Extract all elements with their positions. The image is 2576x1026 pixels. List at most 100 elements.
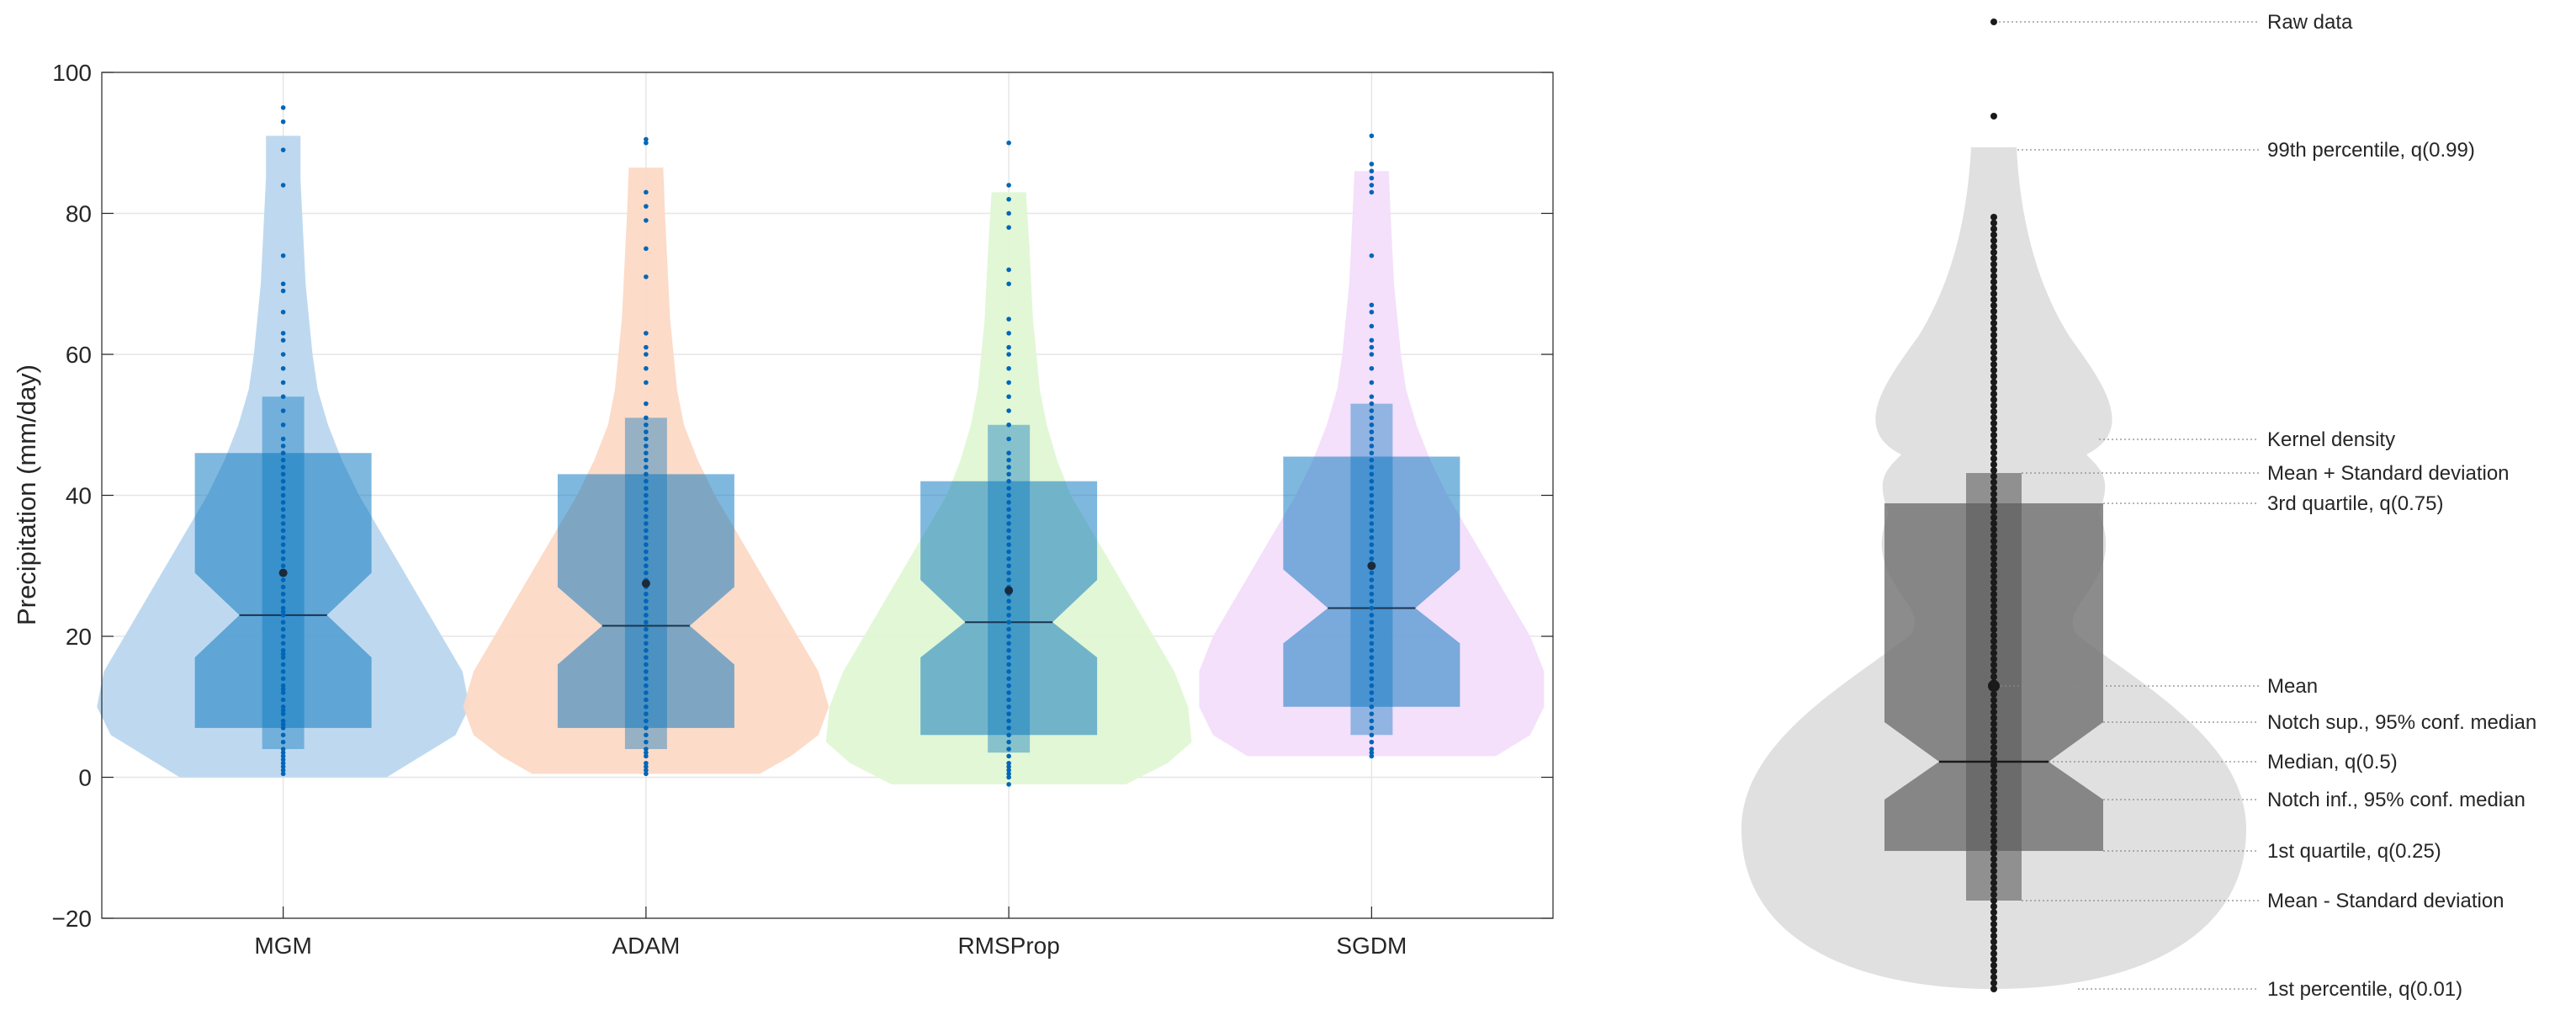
raw-data-point — [644, 429, 649, 434]
raw-data-point — [280, 605, 286, 611]
legend-raw-point — [1990, 402, 1997, 409]
legend-raw-point — [1990, 915, 1997, 922]
legend-raw-point — [1990, 214, 1997, 221]
legend-raw-point — [1990, 944, 1997, 951]
legend-raw-point — [1990, 909, 1997, 916]
legend-raw-point — [1990, 968, 1997, 975]
raw-data-point — [1006, 344, 1011, 350]
raw-data-point — [644, 768, 649, 773]
raw-data-point — [1006, 140, 1011, 146]
raw-data-point — [1369, 492, 1375, 498]
raw-data-point — [280, 718, 286, 724]
raw-data-point — [1006, 619, 1011, 625]
legend-raw-point — [1990, 891, 1997, 898]
raw-data-point — [280, 732, 286, 738]
raw-data-point — [1006, 718, 1011, 724]
violin-group-sgdm — [1199, 133, 1545, 759]
legend-raw-point — [1990, 538, 1997, 545]
legend-raw-point — [1990, 832, 1997, 839]
raw-data-point — [644, 542, 649, 547]
raw-data-point — [1369, 450, 1375, 456]
x-tick-label: ADAM — [612, 933, 680, 959]
legend-raw-point — [1990, 697, 1997, 704]
raw-data-point — [280, 753, 286, 759]
legend-raw-point — [1990, 662, 1997, 668]
legend-raw-point — [1990, 791, 1997, 798]
legend-mean-marker — [1988, 680, 2000, 692]
raw-data-point — [1369, 521, 1375, 526]
raw-data-point — [1369, 732, 1375, 738]
raw-data-point — [1006, 662, 1011, 667]
legend-raw-point — [1990, 302, 1997, 309]
raw-data-point — [1369, 478, 1375, 484]
raw-data-point — [644, 683, 649, 688]
raw-data-point — [644, 619, 649, 625]
violin-group-rmsprop — [825, 140, 1192, 787]
raw-data-point — [280, 757, 286, 763]
raw-data-point — [644, 534, 649, 540]
raw-data-point — [1369, 323, 1375, 329]
legend-raw-point — [1990, 237, 1997, 244]
raw-data-point — [280, 556, 286, 561]
legend-raw-point — [1990, 379, 1997, 385]
raw-data-point — [644, 662, 649, 667]
raw-data-point — [280, 338, 286, 343]
raw-data-point — [280, 119, 286, 125]
violins — [97, 105, 1545, 787]
legend-raw-point — [1990, 408, 1997, 415]
mean-marker — [641, 579, 650, 588]
raw-data-point — [280, 609, 286, 614]
raw-data-point — [280, 708, 286, 713]
raw-data-point — [644, 500, 649, 505]
legend-raw-point — [1990, 962, 1997, 969]
raw-data-point — [280, 549, 286, 555]
raw-data-point — [1006, 513, 1011, 519]
raw-data-point — [1369, 549, 1375, 555]
raw-data-point — [1369, 168, 1375, 174]
raw-data-point — [1006, 534, 1011, 540]
legend-raw-point — [1990, 455, 1997, 462]
raw-data-point — [1006, 422, 1011, 428]
legend-raw-point — [1990, 497, 1997, 503]
raw-data-point — [280, 634, 286, 639]
raw-data-point — [1369, 513, 1375, 519]
legend-raw-point — [1990, 231, 1997, 238]
raw-data-point — [1006, 225, 1011, 231]
legend-raw-point — [1990, 579, 1997, 586]
legend-raw-point — [1990, 332, 1997, 338]
legend-raw-point — [1990, 438, 1997, 444]
raw-data-point — [644, 513, 649, 519]
legend-raw-point — [1990, 756, 1997, 763]
raw-data-point — [280, 619, 286, 625]
raw-data-point — [1006, 655, 1011, 660]
raw-data-point — [644, 750, 649, 755]
raw-data-point — [1369, 570, 1375, 576]
raw-data-point — [644, 771, 649, 777]
legend-raw-point — [1990, 284, 1997, 291]
raw-data-point — [1369, 647, 1375, 653]
raw-data-point — [280, 676, 286, 682]
raw-data-point — [280, 613, 286, 618]
legend-label-median: Median, q(0.5) — [2267, 751, 2398, 773]
raw-data-point — [1369, 408, 1375, 413]
violin-group-adam — [463, 136, 830, 777]
raw-data-point — [280, 436, 286, 442]
raw-data-point — [1369, 641, 1375, 646]
raw-data-point — [644, 747, 649, 752]
y-tick-label: 0 — [78, 765, 92, 791]
legend-raw-point — [1990, 620, 1997, 627]
raw-data-point — [644, 655, 649, 660]
raw-data-point — [1369, 711, 1375, 716]
raw-data-point — [280, 478, 286, 484]
raw-data-point — [280, 444, 286, 449]
raw-data-point — [280, 747, 286, 752]
raw-data-point — [280, 457, 286, 463]
raw-data-point — [644, 634, 649, 639]
raw-data-point — [280, 687, 286, 692]
raw-data-point — [1006, 196, 1011, 202]
legend-raw-point — [1990, 220, 1997, 226]
legend-raw-point — [1990, 19, 1997, 25]
raw-data-point — [1006, 563, 1011, 569]
legend-raw-point — [1990, 768, 1997, 774]
legend-raw-point — [1990, 261, 1997, 268]
